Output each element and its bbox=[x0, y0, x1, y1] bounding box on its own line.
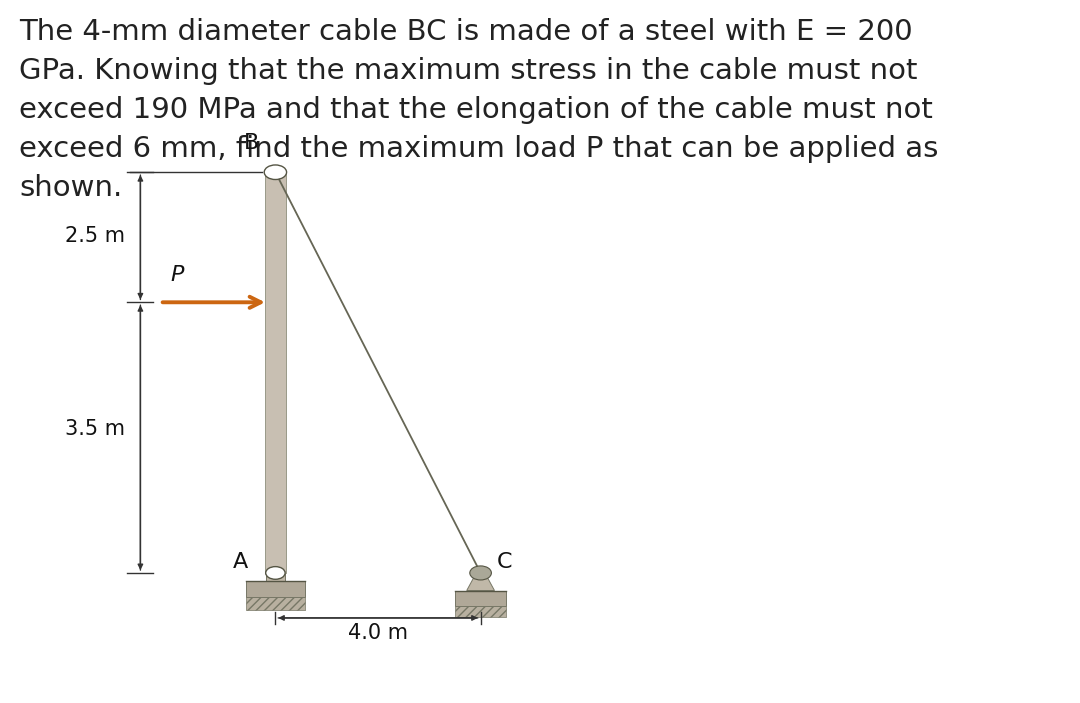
Bar bbox=[246, 597, 306, 610]
Text: B: B bbox=[244, 134, 259, 153]
Bar bbox=[456, 591, 505, 606]
Text: C: C bbox=[497, 553, 512, 572]
Text: P: P bbox=[171, 265, 184, 285]
Circle shape bbox=[265, 165, 286, 179]
Text: The 4-mm diameter cable BC is made of a steel with E = 200
GPa. Knowing that the: The 4-mm diameter cable BC is made of a … bbox=[19, 18, 939, 202]
Text: 2.5 m: 2.5 m bbox=[65, 226, 125, 245]
Circle shape bbox=[470, 566, 491, 580]
Bar bbox=[456, 606, 505, 617]
Circle shape bbox=[266, 567, 285, 579]
Text: A: A bbox=[233, 553, 248, 572]
Text: 3.5 m: 3.5 m bbox=[65, 419, 125, 439]
Text: 4.0 m: 4.0 m bbox=[348, 623, 408, 643]
Bar bbox=[266, 573, 285, 581]
Bar bbox=[246, 581, 306, 597]
Polygon shape bbox=[467, 573, 495, 591]
Bar bbox=[265, 172, 286, 573]
